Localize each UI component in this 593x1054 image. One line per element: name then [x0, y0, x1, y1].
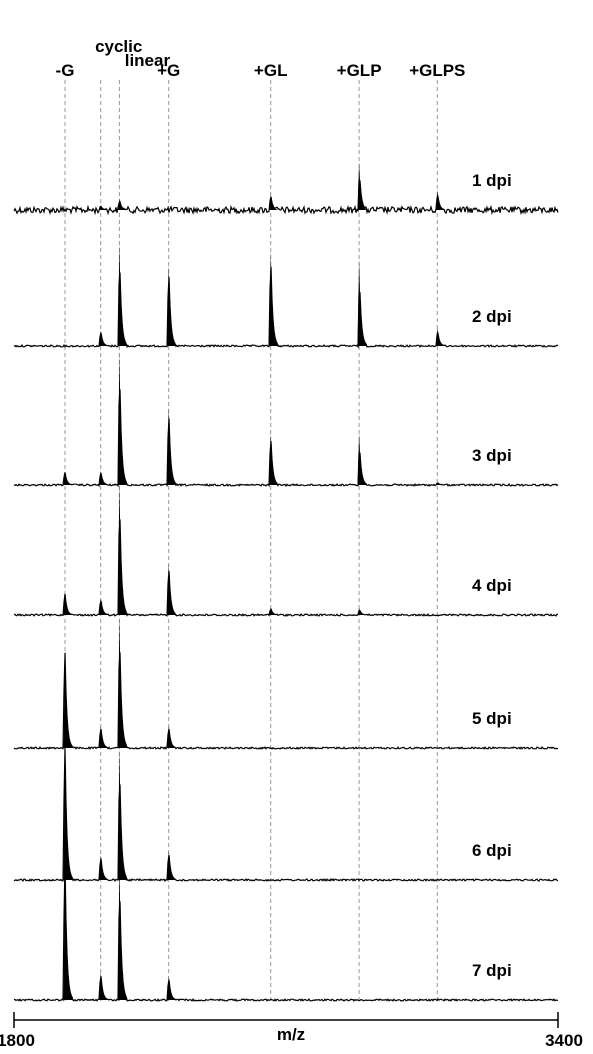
- peak-mark: [99, 330, 109, 346]
- peak-mark: [269, 608, 279, 615]
- peak-mark: [167, 850, 177, 880]
- x-tick-label: 3400: [545, 1031, 583, 1050]
- series-label: 7 dpi: [472, 961, 512, 980]
- peak-mark: [167, 976, 177, 1000]
- spectrum-trace-line: [14, 862, 558, 1002]
- peak-label: +G: [157, 61, 180, 80]
- peak-mark: [167, 563, 177, 615]
- peak-mark: [435, 190, 446, 210]
- spectrum-trace-line: [13, 746, 559, 883]
- series-label: 5 dpi: [472, 709, 512, 728]
- series-label: 3 dpi: [472, 446, 512, 465]
- peak-mark: [63, 472, 73, 485]
- peak-mark: [63, 747, 73, 880]
- peak-mark: [99, 972, 109, 1000]
- peak-mark: [117, 862, 128, 1000]
- peak-mark: [167, 725, 177, 748]
- series-label: 4 dpi: [472, 576, 512, 595]
- spectrum-trace-line: [13, 266, 559, 349]
- peak-mark: [269, 433, 279, 485]
- peak-mark: [269, 194, 279, 210]
- x-tick-label: 1800: [0, 1031, 35, 1050]
- x-axis-label: m/z: [277, 1025, 305, 1044]
- peak-mark: [269, 252, 279, 346]
- peak-mark: [63, 862, 73, 1000]
- peak-label: linear: [125, 51, 171, 70]
- peak-mark: [63, 652, 73, 748]
- peak-mark: [167, 264, 177, 346]
- series-label: 6 dpi: [472, 841, 512, 860]
- peak-label: cyclic: [95, 37, 142, 56]
- peak-mark: [117, 747, 128, 880]
- peak-mark: [63, 594, 73, 615]
- peak-mark: [117, 352, 128, 485]
- series-labels: 1 dpi 2 dpi 3 dpi 4 dpi 5 dpi 6 dpi 7 dpi: [472, 171, 512, 980]
- peak-mark: [99, 725, 109, 748]
- peak-mark: [357, 433, 368, 485]
- spectrum-trace-line: [13, 389, 559, 488]
- peak-mark: [117, 198, 128, 210]
- peak-mark: [357, 259, 368, 346]
- peak-mark: [357, 608, 368, 615]
- peak-mark: [357, 162, 368, 210]
- peak-label: -G: [56, 61, 75, 80]
- peak-mark: [117, 482, 128, 615]
- peak-mark: [99, 598, 109, 615]
- spectra-traces: [13, 162, 559, 1002]
- x-axis: 1800 3400 m/z: [0, 1012, 583, 1050]
- spectrum-trace-line: [13, 652, 559, 751]
- peak-mark: [99, 471, 109, 485]
- peak-label: +GLP: [337, 61, 382, 80]
- peak-label: +GLPS: [409, 61, 465, 80]
- spectrum-trace-line: [13, 519, 559, 617]
- peak-label: +GL: [254, 61, 288, 80]
- peak-mark: [435, 482, 446, 485]
- series-label: 2 dpi: [472, 307, 512, 326]
- peak-mark: [117, 243, 128, 346]
- peak-mark: [117, 615, 128, 748]
- peak-mark: [167, 406, 177, 485]
- peak-mark: [435, 327, 446, 346]
- series-label: 1 dpi: [472, 171, 512, 190]
- peak-mark: [99, 205, 109, 210]
- peak-mark: [99, 854, 109, 880]
